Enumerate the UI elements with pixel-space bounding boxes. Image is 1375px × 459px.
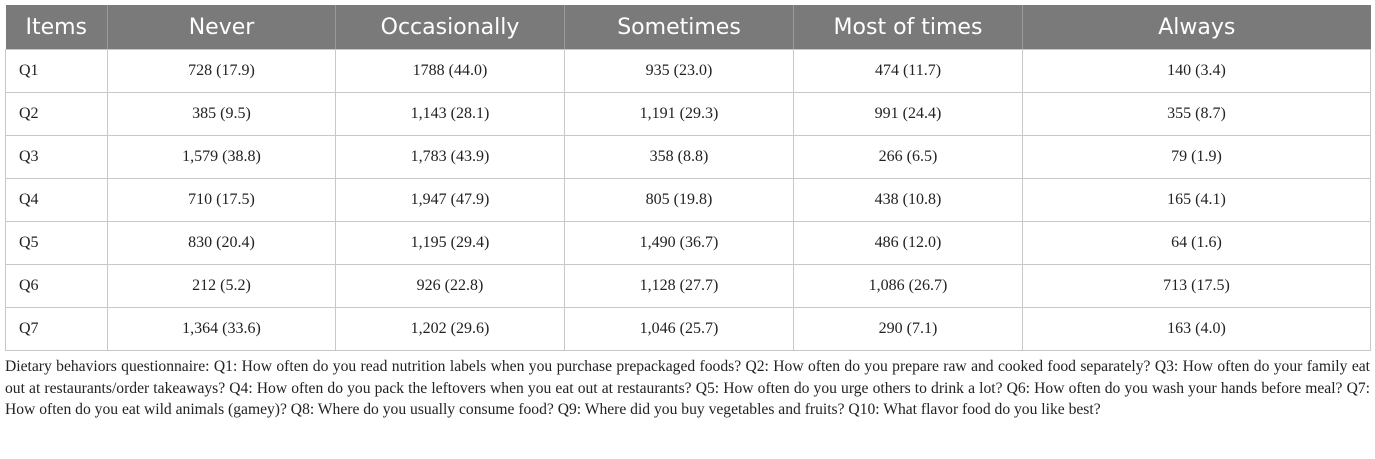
cell-never: 1,364 (33.6) <box>107 307 336 351</box>
cell-sometimes: 935 (23.0) <box>564 49 794 93</box>
table-row: Q5 830 (20.4) 1,195 (29.4) 1,490 (36.7) 486 … <box>5 221 1371 265</box>
cell-never: 212 (5.2) <box>107 264 336 308</box>
table-row: Q2 385 (9.5) 1,143 (28.1) 1,191 (29.3) 991 (… <box>5 92 1371 136</box>
cell-most-of-times: 438 (10.8) <box>793 178 1023 222</box>
cell-item: Q2 <box>5 92 108 136</box>
table-row: Q3 1,579 (38.8) 1,783 (43.9) 358 (8.8) 266 (… <box>5 135 1371 179</box>
cell-item: Q7 <box>5 307 108 351</box>
cell-item: Q4 <box>5 178 108 222</box>
header-always: Always <box>1022 5 1371 50</box>
header-row: Items Never Occasionally Sometimes Most … <box>5 5 1371 50</box>
table-body: Q1 728 (17.9) 1788 (44.0) 935 (23.0) 474 (11… <box>5 49 1371 351</box>
table-row: Q7 1,364 (33.6) 1,202 (29.6) 1,046 (25.7) 29… <box>5 307 1371 351</box>
cell-sometimes: 1,191 (29.3) <box>564 92 794 136</box>
dietary-behaviors-table: Items Never Occasionally Sometimes Most … <box>5 5 1371 351</box>
cell-occasionally: 1,202 (29.6) <box>335 307 565 351</box>
cell-always: 64 (1.6) <box>1022 221 1371 265</box>
cell-sometimes: 358 (8.8) <box>564 135 794 179</box>
cell-most-of-times: 486 (12.0) <box>793 221 1023 265</box>
cell-sometimes: 1,128 (27.7) <box>564 264 794 308</box>
table-row: Q6 212 (5.2) 926 (22.8) 1,128 (27.7) 1,086 (… <box>5 264 1371 308</box>
cell-always: 79 (1.9) <box>1022 135 1371 179</box>
cell-never: 385 (9.5) <box>107 92 336 136</box>
cell-most-of-times: 1,086 (26.7) <box>793 264 1023 308</box>
cell-occasionally: 1,143 (28.1) <box>335 92 565 136</box>
cell-never: 710 (17.5) <box>107 178 336 222</box>
cell-always: 355 (8.7) <box>1022 92 1371 136</box>
table-container: Items Never Occasionally Sometimes Most … <box>5 5 1371 436</box>
cell-sometimes: 805 (19.8) <box>564 178 794 222</box>
header-occasionally: Occasionally <box>335 5 565 50</box>
cell-always: 713 (17.5) <box>1022 264 1371 308</box>
table-footnote: Dietary behaviors questionnaire: Q1: How… <box>5 358 1370 418</box>
cell-most-of-times: 991 (24.4) <box>793 92 1023 136</box>
cell-never: 728 (17.9) <box>107 49 336 93</box>
cell-never: 1,579 (38.8) <box>107 135 336 179</box>
cell-most-of-times: 474 (11.7) <box>793 49 1023 93</box>
cell-always: 163 (4.0) <box>1022 307 1371 351</box>
header-sometimes: Sometimes <box>564 5 794 50</box>
header-most-of-times: Most of times <box>793 5 1023 50</box>
cell-occasionally: 926 (22.8) <box>335 264 565 308</box>
cell-item: Q1 <box>5 49 108 93</box>
header-items: Items <box>5 5 108 50</box>
cell-item: Q6 <box>5 264 108 308</box>
cell-item: Q3 <box>5 135 108 179</box>
cell-occasionally: 1,947 (47.9) <box>335 178 565 222</box>
cell-sometimes: 1,046 (25.7) <box>564 307 794 351</box>
cell-item: Q5 <box>5 221 108 265</box>
cell-occasionally: 1788 (44.0) <box>335 49 565 93</box>
cell-never: 830 (20.4) <box>107 221 336 265</box>
cell-occasionally: 1,783 (43.9) <box>335 135 565 179</box>
table-row: Q4 710 (17.5) 1,947 (47.9) 805 (19.8) 438 (1… <box>5 178 1371 222</box>
cell-most-of-times: 266 (6.5) <box>793 135 1023 179</box>
cell-always: 165 (4.1) <box>1022 178 1371 222</box>
cell-occasionally: 1,195 (29.4) <box>335 221 565 265</box>
header-never: Never <box>107 5 336 50</box>
cell-most-of-times: 290 (7.1) <box>793 307 1023 351</box>
cell-sometimes: 1,490 (36.7) <box>564 221 794 265</box>
table-row: Q1 728 (17.9) 1788 (44.0) 935 (23.0) 474 (11… <box>5 49 1371 93</box>
cell-always: 140 (3.4) <box>1022 49 1371 93</box>
